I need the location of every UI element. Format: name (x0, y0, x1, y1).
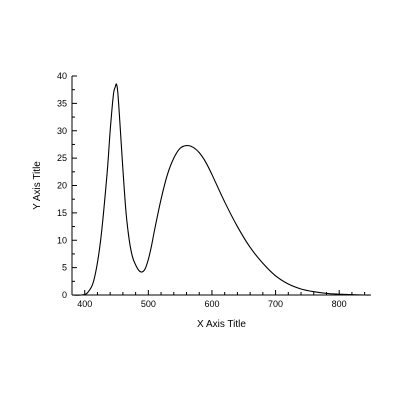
y-tick-label: 25 (57, 153, 67, 163)
y-tick-label: 5 (62, 263, 67, 273)
x-tick-label: 400 (77, 299, 92, 309)
x-tick-label: 600 (204, 299, 219, 309)
y-tick-label: 35 (57, 98, 67, 108)
y-tick-label: 0 (62, 290, 67, 300)
x-tick-label: 800 (332, 299, 347, 309)
y-axis-ticks: 0 5 10 15 20 25 30 35 40 (57, 71, 77, 300)
y-tick-label: 30 (57, 126, 67, 136)
x-axis-ticks: 400 500 600 700 800 (71, 290, 366, 309)
y-tick-label: 40 (57, 71, 67, 81)
x-tick-label: 500 (141, 299, 156, 309)
series-line-0 (71, 83, 372, 296)
y-axis-label: Y Axis Title (32, 161, 43, 210)
y-tick-label: 10 (57, 235, 67, 245)
y-tick-label: 15 (57, 208, 67, 218)
x-tick-label: 700 (268, 299, 283, 309)
y-tick-label: 20 (57, 181, 67, 191)
plot-area (71, 76, 372, 296)
x-axis-label: X Axis Title (197, 319, 246, 330)
